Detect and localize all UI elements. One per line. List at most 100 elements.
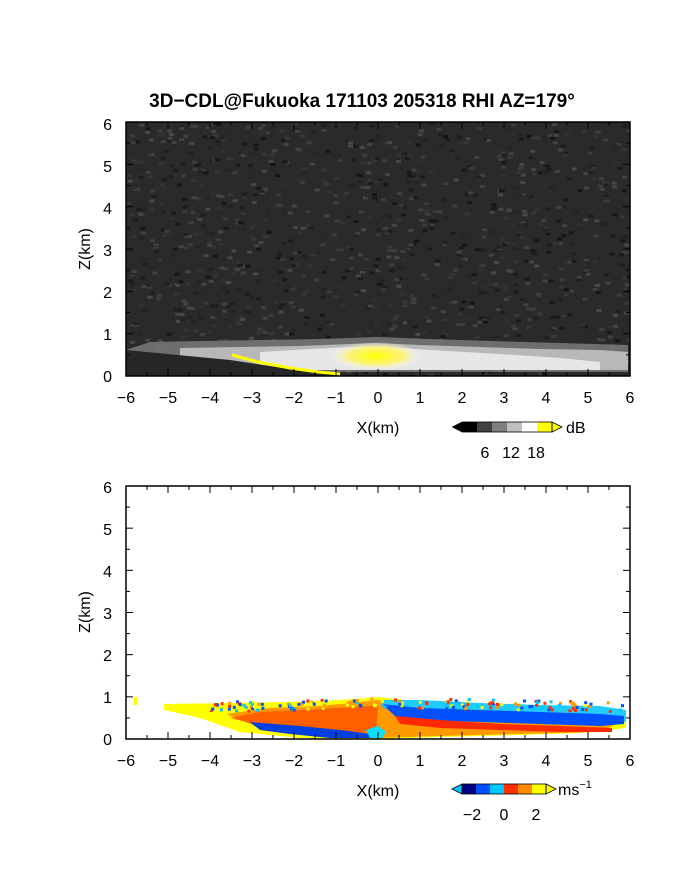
noise-pixel xyxy=(449,151,455,155)
noise-pixel xyxy=(382,372,388,376)
noise-pixel xyxy=(581,130,587,133)
speckle-pixel xyxy=(251,707,255,711)
y-tick-label: 6 xyxy=(103,480,112,497)
speckle-pixel xyxy=(495,705,499,709)
noise-pixel xyxy=(478,291,484,295)
noise-pixel xyxy=(234,218,239,222)
speckle-pixel xyxy=(359,704,363,708)
noise-pixel xyxy=(487,126,492,130)
noise-pixel xyxy=(162,187,168,191)
noise-pixel xyxy=(504,334,510,338)
noise-pixel xyxy=(367,179,373,183)
noise-pixel xyxy=(424,277,430,281)
noise-pixel xyxy=(227,256,233,260)
noise-pixel xyxy=(468,191,474,195)
speckle-pixel xyxy=(557,704,561,707)
noise-pixel xyxy=(199,269,205,273)
noise-pixel xyxy=(522,192,528,196)
noise-pixel xyxy=(387,229,393,233)
noise-pixel xyxy=(137,333,143,337)
noise-pixel xyxy=(396,218,402,222)
noise-pixel xyxy=(585,272,591,276)
noise-pixel xyxy=(237,152,242,156)
speckle-pixel xyxy=(215,703,219,707)
noise-pixel xyxy=(135,187,141,191)
speckle-pixel xyxy=(400,704,404,708)
noise-pixel xyxy=(144,284,150,288)
noise-pixel xyxy=(357,180,363,184)
speckle-pixel xyxy=(346,701,350,705)
noise-pixel xyxy=(163,123,169,127)
noise-pixel xyxy=(142,309,148,312)
noise-pixel xyxy=(207,243,212,247)
noise-pixel xyxy=(128,239,134,243)
speckle-pixel xyxy=(530,705,534,709)
noise-pixel xyxy=(160,133,166,137)
noise-pixel xyxy=(307,164,313,168)
noise-pixel xyxy=(149,138,155,142)
noise-pixel xyxy=(485,316,491,320)
noise-pixel xyxy=(406,320,412,324)
plot-background xyxy=(126,486,630,739)
noise-pixel xyxy=(165,306,171,310)
colorbar-frame xyxy=(461,421,553,433)
noise-pixel xyxy=(496,245,502,249)
noise-pixel xyxy=(360,289,366,292)
noise-pixel xyxy=(589,146,595,150)
speckle-pixel xyxy=(372,703,376,707)
noise-pixel xyxy=(382,159,388,163)
noise-pixel xyxy=(523,259,529,263)
noise-pixel xyxy=(235,163,241,167)
noise-pixel xyxy=(510,128,516,132)
noise-pixel xyxy=(171,254,177,257)
noise-pixel xyxy=(499,237,505,241)
speckle-pixel xyxy=(480,706,484,709)
noise-pixel xyxy=(551,327,557,331)
speckle-pixel xyxy=(398,702,402,706)
noise-pixel xyxy=(516,333,522,337)
noise-pixel xyxy=(183,134,189,138)
noise-pixel xyxy=(603,196,609,200)
noise-pixel xyxy=(140,214,146,218)
noise-pixel xyxy=(256,297,262,301)
noise-pixel xyxy=(448,301,454,305)
noise-pixel xyxy=(191,320,197,324)
noise-pixel xyxy=(607,331,613,334)
shear-boundary-red xyxy=(395,716,612,732)
speckle-pixel xyxy=(251,700,255,704)
noise-pixel xyxy=(300,134,306,138)
noise-pixel xyxy=(602,222,608,226)
noise-pixel xyxy=(406,180,411,184)
noise-pixel xyxy=(429,226,435,230)
noise-pixel xyxy=(139,168,145,172)
noise-pixel xyxy=(216,194,222,198)
noise-pixel xyxy=(365,306,371,310)
noise-pixel xyxy=(253,143,259,147)
noise-pixel xyxy=(413,176,418,180)
noise-pixel xyxy=(469,328,475,332)
noise-pixel xyxy=(259,131,265,135)
x-tick-label: −5 xyxy=(159,390,177,407)
speckle-pixel xyxy=(581,708,585,712)
noise-pixel xyxy=(164,282,170,286)
speckle-pixel xyxy=(536,700,539,704)
noise-pixel xyxy=(476,128,482,132)
noise-pixel xyxy=(192,172,198,176)
noise-pixel xyxy=(548,185,554,189)
speckle-pixel xyxy=(572,706,575,710)
noise-pixel xyxy=(138,204,144,208)
noise-pixel xyxy=(160,228,166,232)
noise-pixel xyxy=(253,272,259,276)
noise-pixel xyxy=(428,373,434,376)
noise-pixel xyxy=(624,243,630,247)
noise-pixel xyxy=(223,226,229,230)
noise-pixel xyxy=(422,229,428,233)
noise-pixel xyxy=(558,242,564,246)
speckle-pixel xyxy=(302,700,306,704)
noise-pixel xyxy=(309,143,315,147)
noise-pixel xyxy=(580,262,586,266)
noise-pixel xyxy=(479,316,485,320)
speckle-pixel xyxy=(249,705,253,709)
noise-pixel xyxy=(264,217,270,221)
noise-pixel xyxy=(453,178,459,182)
